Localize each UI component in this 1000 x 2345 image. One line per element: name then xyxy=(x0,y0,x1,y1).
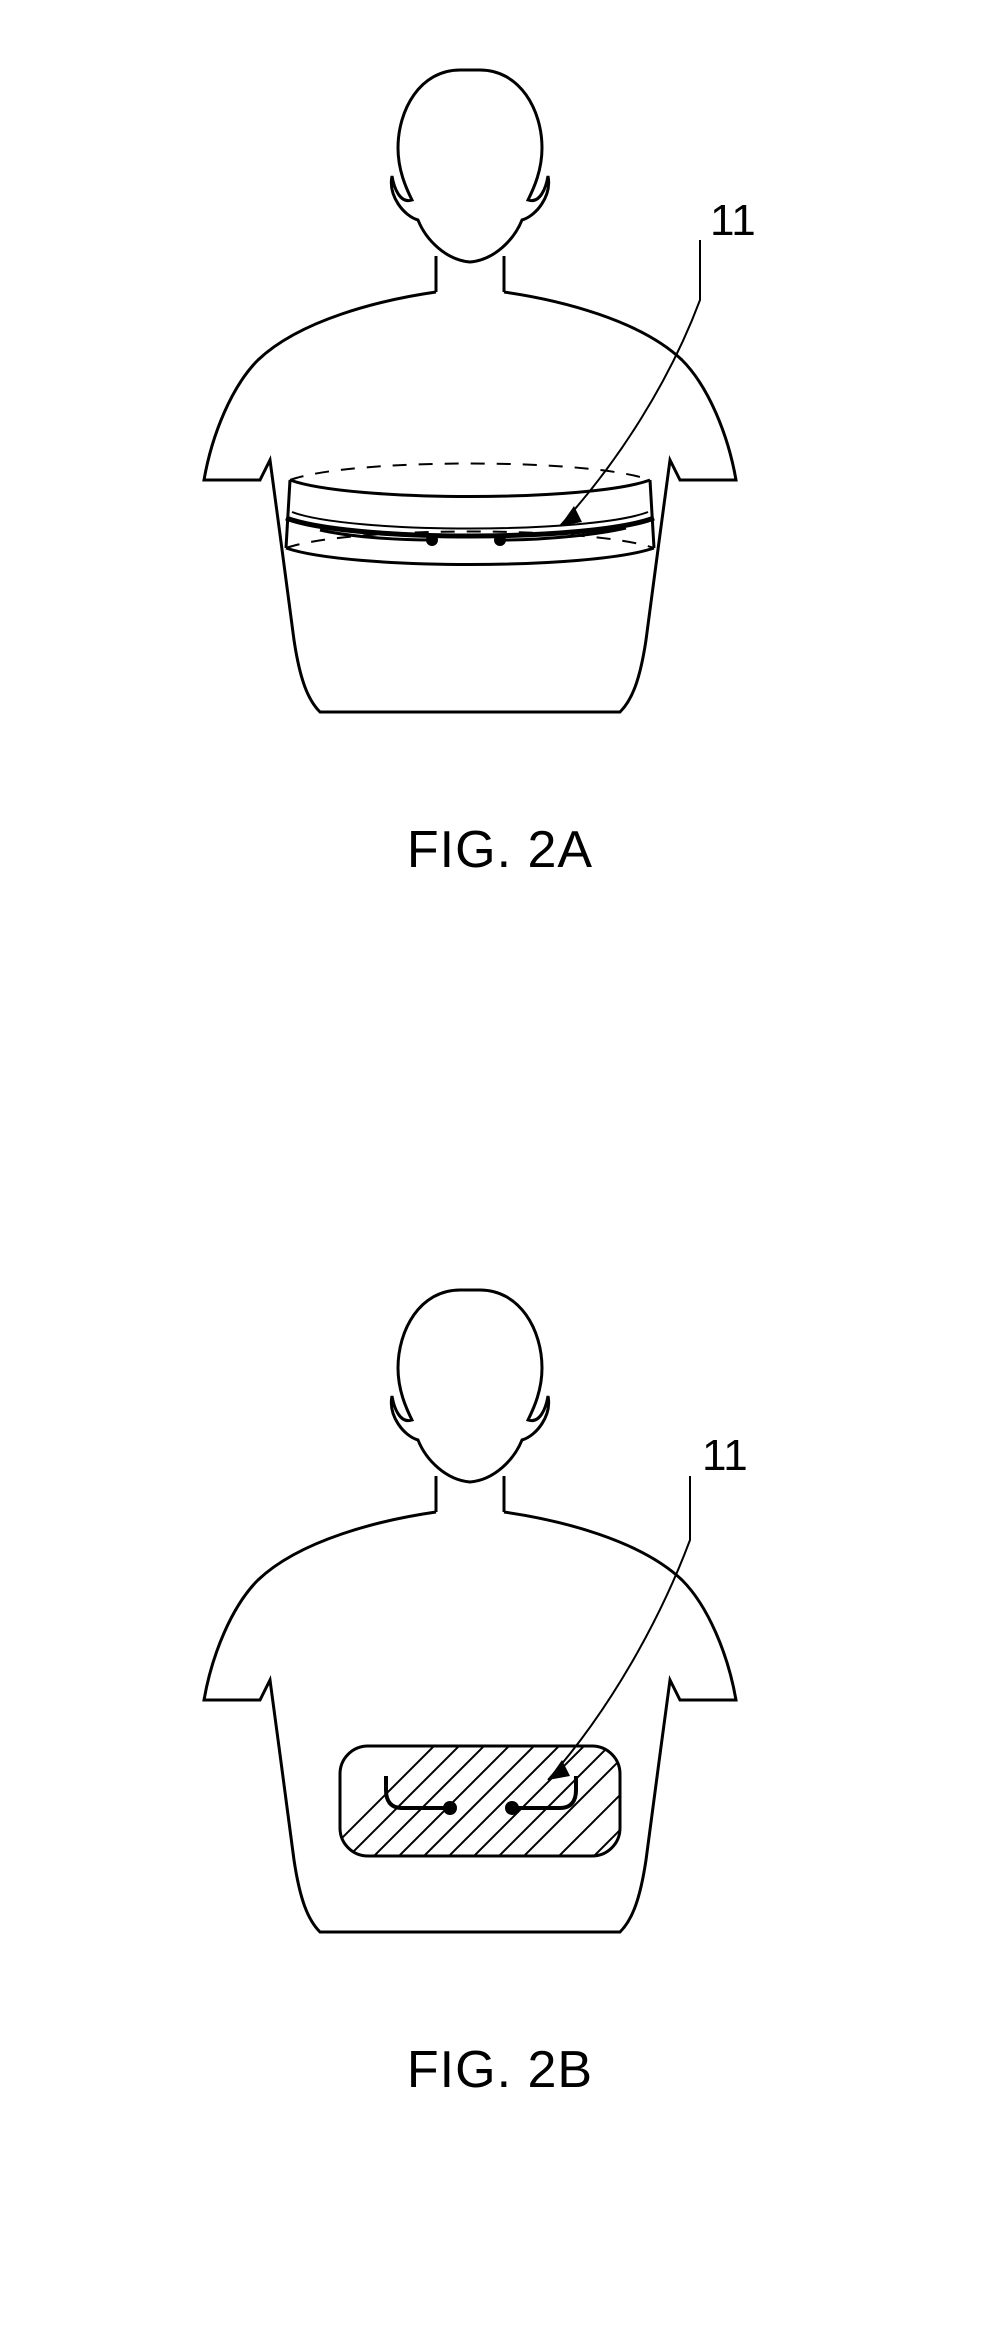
page: 11 FIG. 2A xyxy=(0,0,1000,2345)
caption-2b-block: FIG. 2B xyxy=(0,2040,1000,2100)
ref-label-b: 11 xyxy=(702,1431,748,1480)
patch-bracket-right xyxy=(512,1776,576,1808)
torso-outline-b xyxy=(204,1512,736,1932)
leader-line-b xyxy=(548,1476,690,1780)
head-outline-b xyxy=(391,1290,548,1482)
head-outline xyxy=(391,70,548,262)
figure-2a-svg: 11 xyxy=(150,40,850,740)
caption-2a-block: FIG. 2A xyxy=(0,820,1000,880)
band-belt-inner xyxy=(292,512,648,529)
caption-2b: FIG. 2B xyxy=(407,2041,593,2099)
band-dashed-upper xyxy=(290,464,650,481)
band-side-right xyxy=(650,480,654,548)
figure-2b-svg: 11 xyxy=(150,1260,850,1960)
torso-outline xyxy=(204,292,736,712)
figure-2a-block: 11 xyxy=(0,40,1000,740)
leader-arrow-a xyxy=(560,506,582,526)
band-solid-lower-front xyxy=(286,548,654,565)
band-side-left xyxy=(286,480,290,548)
leader-line-a xyxy=(560,240,700,526)
ref-label-a: 11 xyxy=(710,196,756,245)
caption-2a: FIG. 2A xyxy=(407,821,593,879)
figure-2b-block: 11 xyxy=(0,1260,1000,1960)
patch-bracket-left xyxy=(386,1776,450,1808)
